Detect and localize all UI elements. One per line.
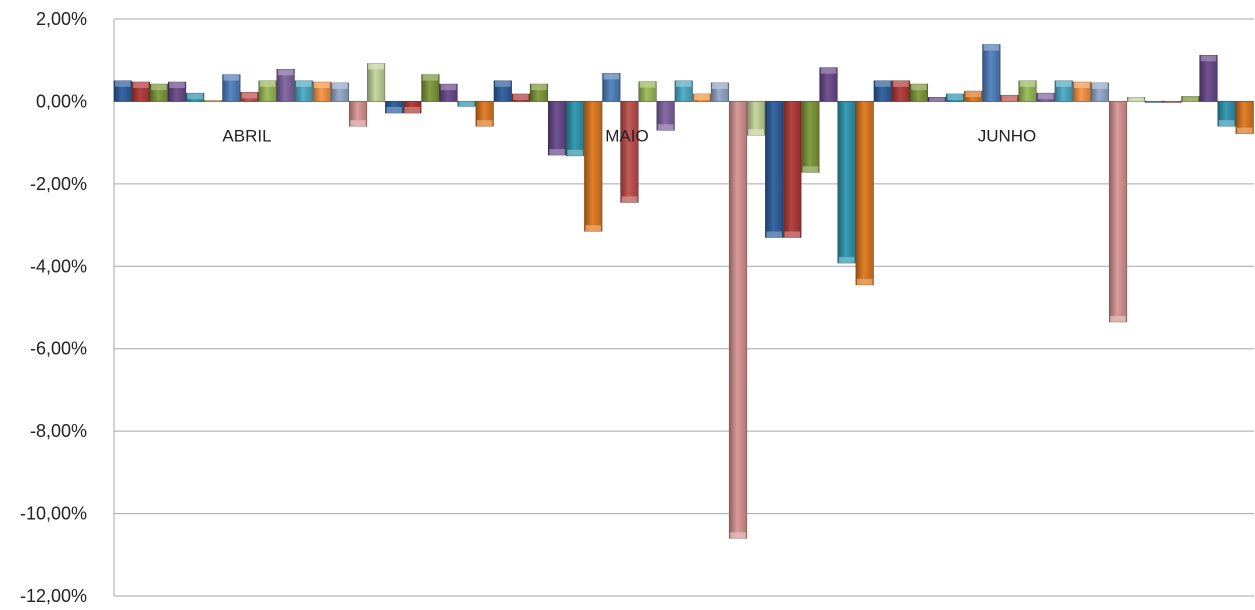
bar xyxy=(783,101,802,238)
bar xyxy=(710,82,729,102)
bar xyxy=(493,80,512,102)
bar xyxy=(276,68,295,102)
bar xyxy=(909,83,929,102)
bar xyxy=(403,101,422,114)
bar xyxy=(891,80,910,102)
bar xyxy=(620,101,639,203)
bar xyxy=(1054,80,1073,102)
bar xyxy=(692,93,711,102)
labels: 2,00% 0,00% -2,00% -4,00% -6,00% -8,00% -10,00… xyxy=(20,9,1036,606)
y-tick-label: -4,00% xyxy=(30,256,87,276)
bar xyxy=(584,101,603,232)
bar xyxy=(1072,81,1091,102)
bar xyxy=(330,82,349,102)
bar xyxy=(348,101,368,127)
y-tick-label: 2,00% xyxy=(36,9,87,29)
bar xyxy=(367,63,386,102)
bars xyxy=(113,44,1254,539)
bar xyxy=(204,100,223,102)
bar xyxy=(656,101,675,131)
bar xyxy=(1000,94,1019,102)
bar xyxy=(1127,97,1146,102)
bar xyxy=(602,73,621,102)
bar xyxy=(547,101,567,156)
bar xyxy=(819,67,838,102)
bar xyxy=(747,101,766,136)
bar xyxy=(927,97,947,102)
bar xyxy=(186,92,205,102)
bar xyxy=(982,44,1001,102)
bar xyxy=(728,101,748,539)
bar xyxy=(385,101,404,114)
bar xyxy=(1181,96,1200,102)
y-tick-label: -6,00% xyxy=(30,339,87,359)
bar xyxy=(258,80,277,102)
bar xyxy=(855,101,874,286)
bar xyxy=(475,101,494,127)
bar xyxy=(946,93,965,102)
bar xyxy=(457,101,476,107)
bar xyxy=(312,81,331,102)
bar xyxy=(240,92,259,102)
y-tick-label: -12,00% xyxy=(20,586,87,606)
bar xyxy=(439,83,458,102)
category-label: MAIO xyxy=(605,126,648,145)
bar xyxy=(1018,80,1037,102)
bar xyxy=(1217,101,1236,127)
bar xyxy=(674,80,693,102)
category-label: ABRIL xyxy=(222,126,271,145)
bar xyxy=(837,101,856,264)
bar xyxy=(1235,101,1254,134)
bar xyxy=(1108,101,1128,323)
bar xyxy=(1145,101,1164,103)
y-tick-label: 0,00% xyxy=(36,91,87,111)
bar xyxy=(964,90,983,102)
bar xyxy=(529,83,549,102)
y-tick-label: -10,00% xyxy=(20,504,87,524)
bar xyxy=(1090,82,1109,102)
gridlines xyxy=(113,18,1254,597)
bar xyxy=(873,80,892,102)
y-tick-label: -8,00% xyxy=(30,421,87,441)
bar xyxy=(167,81,187,102)
y-tick-label: -2,00% xyxy=(30,174,87,194)
bar xyxy=(149,83,169,102)
bar xyxy=(113,80,132,102)
bar xyxy=(1163,101,1182,103)
bar xyxy=(131,81,150,102)
bar xyxy=(638,81,657,102)
bar xyxy=(222,74,241,102)
bar xyxy=(566,101,585,157)
bar xyxy=(1036,92,1055,102)
bar xyxy=(294,80,313,102)
bar xyxy=(1199,54,1218,102)
category-label: JUNHO xyxy=(978,126,1037,145)
bar xyxy=(765,101,784,238)
bar xyxy=(421,74,440,102)
bar xyxy=(801,101,820,173)
bar xyxy=(511,93,530,102)
